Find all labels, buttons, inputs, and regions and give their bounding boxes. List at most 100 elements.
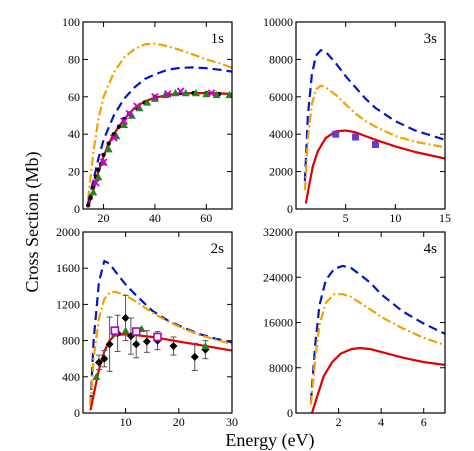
y-tick-label: 24000 [263,270,293,284]
y-tick-label: 400 [62,370,80,384]
y-tick-label: 100 [62,15,80,29]
x-tick-label: 4 [378,415,384,429]
panel-label: 3s [424,31,438,47]
data-point [225,90,232,99]
y-tick-label: 16000 [263,316,293,330]
panel-4s: 2 4 6 0 8000 16000 24000 32000 4s [263,225,446,429]
data-point [88,195,93,200]
data-point [106,141,111,146]
x-tick-label: 10 [389,211,401,225]
data-point [92,372,101,380]
data-point [352,133,360,141]
x-tick-label: 30 [226,415,238,429]
data-point [96,167,101,172]
series-orange-dashdot [89,290,232,406]
data-point [104,145,113,153]
y-tick-label: 80 [68,52,80,66]
data-point [101,152,106,157]
data-point [131,327,141,336]
plot-frame [295,21,446,210]
y-tick-label: 32000 [263,225,293,239]
series-line [309,264,445,402]
x-tick-label: 20 [98,211,110,225]
series-line [303,48,445,181]
series-line [304,129,445,204]
data-point [92,178,100,187]
panel-label: 2s [211,241,225,257]
data-point [125,109,134,118]
data-point [201,342,210,350]
panel-label: 4s [424,241,438,257]
data-point [94,358,103,367]
y-tick-label: 2000 [56,225,80,239]
data-point [99,158,108,167]
x-tick-label: 5 [343,211,349,225]
y-tick-label: 8000 [269,361,293,375]
data-point [142,337,151,346]
data-point [371,140,379,148]
x-tick-label: 6 [421,415,427,429]
data-point [110,326,120,335]
y-tick-label: 0 [74,202,80,216]
data-point [190,352,199,361]
data-point [161,90,170,99]
panel-2s: 10 20 30 0 400 800 1200 1600 2000 2s [56,225,238,429]
data-point [332,130,340,138]
series-green-triangles [89,89,232,196]
series-line [89,259,232,404]
data-point [121,326,130,334]
series-blue-dashed [309,264,445,402]
data-point [133,102,141,110]
plot-frame [82,21,233,210]
data-point [85,203,91,208]
y-tick-label: 40 [68,127,80,141]
x-tick-label: 10 [120,415,132,429]
x-axis-label: Energy (eV) [225,430,314,451]
data-point [89,188,98,196]
x-tick-label: 40 [149,211,161,225]
series-orange-dashdot [309,293,445,405]
data-point [151,92,159,101]
data-point [181,89,190,97]
series-orange-dashdot [303,84,445,191]
data-point [132,340,141,349]
x-tick-label: 60 [200,211,212,225]
series-line [87,66,232,204]
series-red-solid [310,346,445,413]
data-point [192,89,201,97]
series-blue-dashed [87,66,232,204]
y-tick-label: 0 [287,202,293,216]
data-point [120,117,128,125]
series-blue-dashed [89,259,232,404]
data-point [116,124,122,129]
y-tick-label: 8000 [269,52,293,66]
data-point [169,342,178,351]
data-point [171,89,180,97]
data-point [176,87,185,96]
data-point [109,134,118,142]
data-point [94,173,103,181]
plot-frame [82,231,233,414]
series-purple-open-squares [110,326,162,342]
series-red-solid [304,129,445,204]
data-point [153,332,162,342]
series-purple-squares [332,130,379,148]
series-line [89,290,232,406]
series-line [309,293,445,405]
y-tick-label: 6000 [269,90,293,104]
series-line [87,42,232,200]
plot-frame [295,231,446,414]
y-tick-label: 4000 [269,127,293,141]
y-tick-label: 20 [68,165,80,179]
series-line [303,84,445,191]
data-point [212,90,221,99]
y-tick-label: 10000 [263,15,293,29]
series-line [310,346,445,413]
y-tick-label: 1600 [56,261,80,275]
data-point [163,90,172,98]
x-tick-label: 15 [439,211,451,225]
y-tick-label: 0 [287,406,293,420]
y-tick-label: 800 [62,334,80,348]
y-axis-label: Cross Section (Mb) [22,152,43,293]
